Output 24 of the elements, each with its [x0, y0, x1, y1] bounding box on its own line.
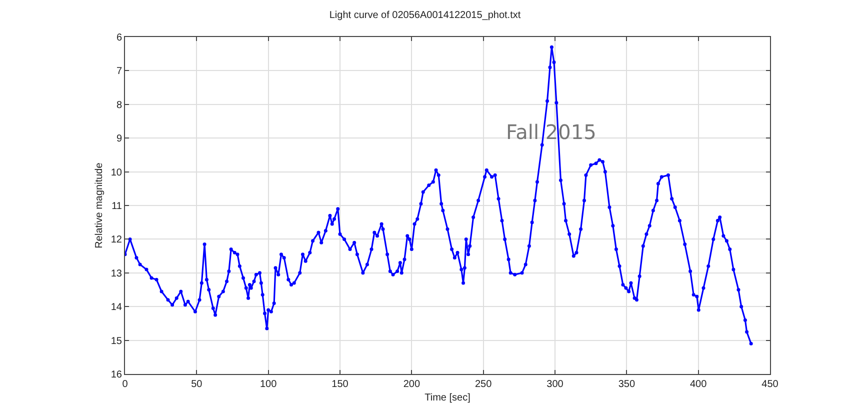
y-tick-label: 8 [116, 100, 122, 111]
y-axis-title: Relative magnitude [94, 162, 105, 248]
x-tick-label: 350 [618, 379, 636, 390]
x-tick-label: 400 [690, 379, 708, 390]
y-tick-label: 10 [110, 167, 122, 178]
y-tick-label: 16 [110, 370, 122, 380]
y-tick-label: 13 [110, 268, 122, 280]
x-axis-title: Time [sec] [424, 392, 471, 404]
x-tick-label: 0 [122, 379, 128, 390]
x-tick-label: 200 [403, 379, 420, 390]
x-tick-label: 250 [474, 379, 492, 390]
chart-title: Light curve of 02056A0014122015_phot.txt [329, 10, 521, 22]
y-tick-label: 9 [116, 134, 122, 145]
x-tick-label: 450 [762, 379, 779, 390]
y-tick-label: 6 [116, 32, 122, 44]
x-tick-label: 150 [332, 379, 349, 390]
x-tick-label: 50 [191, 379, 203, 390]
y-tick-label: 15 [110, 336, 122, 347]
x-tick-label: 300 [546, 379, 564, 390]
x-tick-label: 100 [260, 379, 278, 390]
y-tick-label: 11 [112, 201, 122, 212]
y-tick-label: 7 [116, 66, 122, 78]
y-tick-label: 12 [110, 234, 122, 246]
y-tick-label: 14 [110, 302, 122, 314]
